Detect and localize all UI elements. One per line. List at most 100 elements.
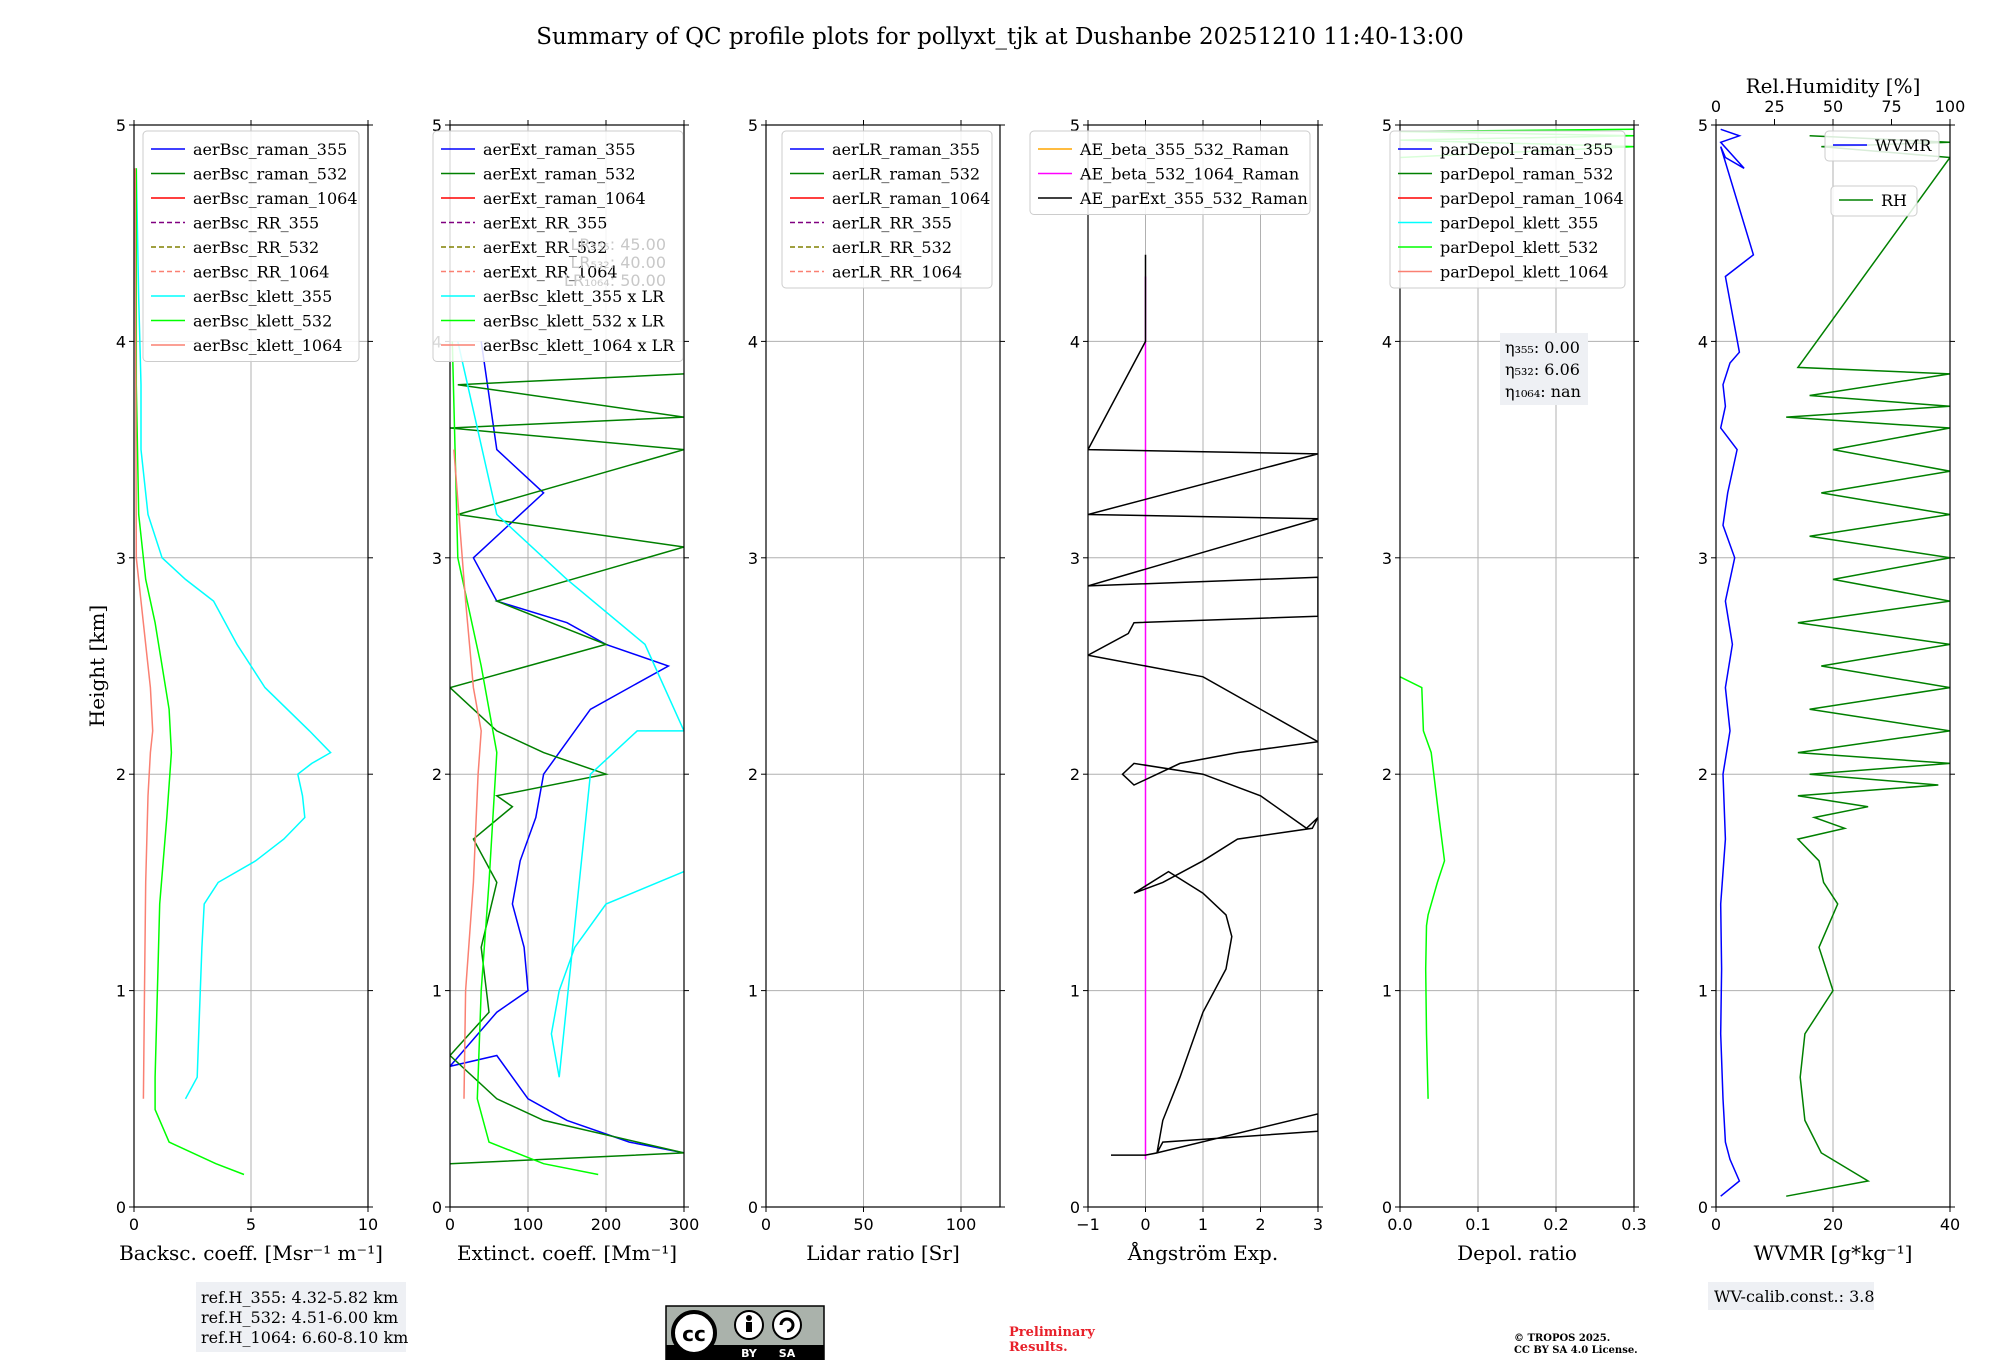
eta-value: η₃₅₅: 0.00: [1505, 338, 1580, 357]
series-line-aerbsc-klett-532: [135, 168, 245, 1176]
series-line-aerbsc-klett-1064 x lr: [453, 449, 482, 1099]
legend-entry: parDepol_klett_1064: [1440, 263, 1609, 282]
legend-entry: aerBsc_klett_355 x LR: [483, 287, 665, 306]
x-tick-label: 40: [1940, 1215, 1960, 1234]
x-tick-label: 0.2: [1543, 1215, 1568, 1234]
y-tick-label: 0: [432, 1198, 442, 1217]
x-tick-label: −1: [1076, 1215, 1100, 1234]
legend-entry: aerBsc_RR_1064: [193, 263, 329, 282]
top-x-tick-label: 100: [1935, 97, 1966, 116]
y-tick-label: 0: [1698, 1198, 1708, 1217]
y-tick-label: 3: [1698, 549, 1708, 568]
y-tick-label: 5: [1382, 116, 1392, 135]
plot-frame: [449, 124, 685, 1208]
y-tick-label: 4: [748, 332, 758, 351]
y-tick-label: 0: [116, 1198, 126, 1217]
legend-entry: aerExt_raman_1064: [483, 189, 646, 208]
x-tick-label: 0.0: [1387, 1215, 1412, 1234]
ref-height-box-bg: [196, 1282, 406, 1352]
by-label: BY: [741, 1347, 758, 1360]
x-tick-label: 0.1: [1465, 1215, 1490, 1234]
legend-entry: aerBsc_klett_1064 x LR: [483, 336, 675, 355]
y-tick-label: 0: [1382, 1198, 1392, 1217]
y-tick-label: 1: [116, 982, 126, 1001]
legend-entry: aerExt_RR_1064: [483, 263, 618, 282]
legend-box-wvmr: [1824, 130, 1940, 162]
legend-entry: aerBsc_RR_355: [193, 214, 319, 233]
x-tick-label: 100: [946, 1215, 977, 1234]
y-tick-label: 5: [116, 116, 126, 135]
plot-frame: [765, 124, 1001, 1208]
legend-entry: aerExt_raman_532: [483, 165, 636, 184]
legend-entry: aerBsc_raman_355: [193, 140, 347, 159]
x-tick-label: 1: [1198, 1215, 1208, 1234]
series-line-wvmr: [1719, 128, 1755, 1197]
y-tick-label: 2: [748, 765, 758, 784]
plot-frame: [1399, 124, 1635, 1208]
y-tick-label: 1: [1382, 982, 1392, 1001]
legend: aerBsc_raman_355 aerBsc_raman_532 aerBsc_r…: [142, 130, 360, 362]
series-line-aerbsc-klett-355 x lr: [457, 341, 684, 1078]
y-tick-label: 5: [432, 116, 442, 135]
y-tick-label: 4: [1698, 332, 1708, 351]
x-axis-label: Depol. ratio: [1457, 1241, 1577, 1265]
x-tick-label: 100: [513, 1215, 544, 1234]
lr-note: LR₅₃₂: 40.00: [570, 253, 666, 272]
x-tick-label: 3: [1313, 1215, 1323, 1234]
eta-value: η₅₃₂: 6.06: [1505, 360, 1580, 379]
x-tick-label: 200: [591, 1215, 622, 1234]
legend-entry: aerBsc_raman_1064: [193, 189, 358, 208]
legend-box: [432, 130, 684, 362]
legend-entry: aerBsc_raman_532: [193, 165, 347, 184]
y-tick-label: 3: [748, 549, 758, 568]
y-tick-label: 4: [1382, 332, 1392, 351]
top-x-tick-label: 75: [1881, 97, 1901, 116]
x-axis-label: Lidar ratio [Sr]: [806, 1241, 960, 1265]
x-axis-label: Ångström Exp.: [1127, 1240, 1278, 1265]
legend-entry: aerLR_RR_532: [832, 238, 952, 257]
legend: AE_beta_355_532_Raman AE_beta_532_1064_Ra…: [1029, 130, 1311, 215]
series-line-pardepol-klett-532: [1400, 676, 1446, 1099]
series-group: [1719, 128, 1950, 1197]
y-tick-label: 2: [432, 765, 442, 784]
eta-box-bg: [1500, 333, 1588, 405]
lr-note: LR₁₀₆₄: 50.00: [564, 271, 666, 290]
preliminary-line-2: Results.: [1009, 1340, 1068, 1355]
legend-entry: AE_parExt_355_532_Raman: [1079, 189, 1308, 208]
y-tick-label: 1: [1698, 982, 1708, 1001]
legend-entry: WVMR: [1875, 136, 1932, 155]
y-tick-label: 4: [1070, 332, 1080, 351]
cc-by-sa-badge: cc BY SA: [665, 1305, 825, 1360]
series-line-aerbsc-klett-532 x lr: [451, 341, 599, 1176]
legend-entry: parDepol_klett_532: [1440, 238, 1598, 257]
y-tick-label: 2: [116, 765, 126, 784]
x-tick-label: 0: [1711, 1215, 1721, 1234]
legend-entry: aerLR_raman_355: [832, 140, 980, 159]
x-tick-label: 0.3: [1621, 1215, 1646, 1234]
x-tick-label: 0: [445, 1215, 455, 1234]
legend-entry: aerExt_raman_355: [483, 140, 636, 159]
by-person-body: [746, 1322, 752, 1332]
y-tick-label: 5: [748, 116, 758, 135]
legend-box-rh: [1830, 185, 1918, 217]
legend-entry: parDepol_raman_355: [1440, 140, 1613, 159]
y-tick-label: 2: [1698, 765, 1708, 784]
legend-entry: parDepol_raman_532: [1440, 165, 1613, 184]
top-x-tick-label: 50: [1823, 97, 1843, 116]
series-line-aerbsc-klett-355: [135, 168, 332, 1100]
y-tick-label: 4: [116, 332, 126, 351]
y-tick-label: 1: [1070, 982, 1080, 1001]
y-tick-label: 2: [1382, 765, 1392, 784]
y-tick-label: 2: [1070, 765, 1080, 784]
legend-entry: aerBsc_klett_532: [193, 312, 332, 331]
y-tick-label: 1: [748, 982, 758, 1001]
legend-entry: aerLR_raman_1064: [832, 189, 990, 208]
ref-h-355: ref.H_355: 4.32-5.82 km: [201, 1288, 398, 1307]
copyright-line-1: © TROPOS 2025.: [1514, 1333, 1610, 1344]
cc-icon: [671, 1310, 717, 1356]
legend-entry: aerBsc_klett_532 x LR: [483, 312, 665, 331]
legend-entry: aerLR_RR_1064: [832, 263, 962, 282]
x-axis-label: WVMR [g*kg⁻¹]: [1754, 1241, 1913, 1265]
